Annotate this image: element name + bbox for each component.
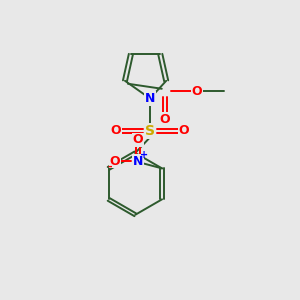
- Text: N: N: [145, 92, 155, 105]
- Text: O: O: [159, 112, 170, 126]
- Text: N: N: [133, 154, 143, 167]
- Text: -: -: [107, 162, 112, 172]
- Text: O: O: [133, 133, 143, 146]
- Text: S: S: [145, 124, 155, 138]
- Text: O: O: [192, 85, 203, 98]
- Text: O: O: [110, 154, 120, 167]
- Text: O: O: [178, 124, 189, 137]
- Text: +: +: [140, 150, 148, 160]
- Text: O: O: [111, 124, 122, 137]
